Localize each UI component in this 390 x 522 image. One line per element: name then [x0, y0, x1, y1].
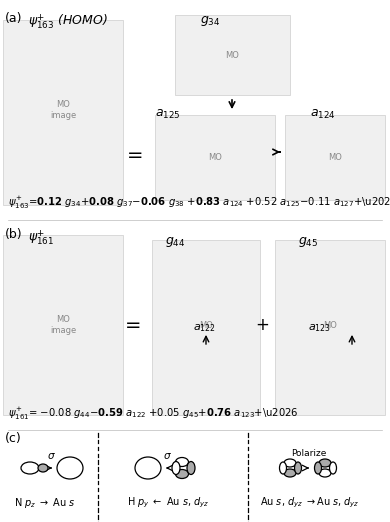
Ellipse shape	[172, 461, 180, 474]
Ellipse shape	[294, 462, 301, 474]
Ellipse shape	[284, 469, 296, 477]
FancyBboxPatch shape	[3, 235, 123, 415]
Text: MO: MO	[323, 321, 337, 329]
Text: $g_{44}$: $g_{44}$	[165, 235, 186, 249]
Text: (b): (b)	[5, 228, 23, 241]
FancyBboxPatch shape	[155, 115, 275, 200]
Text: (a): (a)	[5, 12, 23, 25]
Ellipse shape	[38, 464, 48, 472]
Ellipse shape	[176, 457, 188, 467]
Text: =: =	[125, 315, 141, 335]
Text: MO
image: MO image	[50, 315, 76, 335]
Text: H $p_y$ $\leftarrow$ Au $s$, $d_{yz}$: H $p_y$ $\leftarrow$ Au $s$, $d_{yz}$	[127, 495, 209, 510]
Text: MO: MO	[208, 153, 222, 162]
Text: N $p_z$ $\rightarrow$ Au $s$: N $p_z$ $\rightarrow$ Au $s$	[14, 496, 76, 510]
Text: $a_{125}$: $a_{125}$	[155, 108, 181, 121]
Text: $\psi_{161}^{+}$: $\psi_{161}^{+}$	[28, 228, 54, 247]
Ellipse shape	[280, 462, 287, 474]
Text: =: =	[127, 146, 143, 164]
Ellipse shape	[284, 459, 296, 467]
Text: $a_{124}$: $a_{124}$	[310, 108, 336, 121]
Text: $\psi_{161}^{+}$= $-$0.08 $\mathit{g}_{44}$$-$$\mathbf{0.59}$ $\mathit{a}_{122}$: $\psi_{161}^{+}$= $-$0.08 $\mathit{g}_{4…	[8, 406, 299, 422]
Text: $\psi_{163}^{+}$ (HOMO): $\psi_{163}^{+}$ (HOMO)	[28, 12, 108, 31]
Text: $\sigma$: $\sigma$	[163, 451, 172, 461]
Ellipse shape	[319, 459, 331, 467]
Ellipse shape	[187, 461, 195, 474]
Text: +: +	[255, 316, 269, 334]
Ellipse shape	[21, 462, 39, 474]
Text: $g_{34}$: $g_{34}$	[200, 14, 220, 28]
Text: MO: MO	[328, 153, 342, 162]
Text: MO: MO	[225, 51, 239, 60]
Text: $g_{45}$: $g_{45}$	[298, 235, 318, 249]
Text: $a_{123}$: $a_{123}$	[308, 322, 331, 334]
Text: $\sigma$: $\sigma$	[46, 451, 55, 461]
Ellipse shape	[319, 469, 331, 477]
Ellipse shape	[57, 457, 83, 479]
FancyBboxPatch shape	[152, 240, 260, 415]
Ellipse shape	[135, 457, 161, 479]
FancyBboxPatch shape	[175, 15, 290, 95]
FancyBboxPatch shape	[285, 115, 385, 200]
Ellipse shape	[330, 462, 337, 474]
Ellipse shape	[314, 462, 321, 474]
FancyBboxPatch shape	[3, 20, 123, 205]
Text: MO
image: MO image	[50, 100, 76, 120]
Text: $a_{122}$: $a_{122}$	[193, 322, 216, 334]
Text: Polarize: Polarize	[291, 449, 327, 458]
Text: $\psi_{163}^{+}$=$\mathbf{0.12}$ $\mathit{g}_{34}$+$\mathbf{0.08}$ $\mathit{g}_{: $\psi_{163}^{+}$=$\mathbf{0.12}$ $\mathi…	[8, 195, 390, 211]
Text: (c): (c)	[5, 432, 22, 445]
Text: MO: MO	[199, 321, 213, 329]
Ellipse shape	[176, 469, 188, 479]
Text: Au $s$, $d_{yz}$ $\rightarrow$Au $s$, $d_{yz}$: Au $s$, $d_{yz}$ $\rightarrow$Au $s$, $d…	[260, 495, 360, 510]
FancyBboxPatch shape	[275, 240, 385, 415]
